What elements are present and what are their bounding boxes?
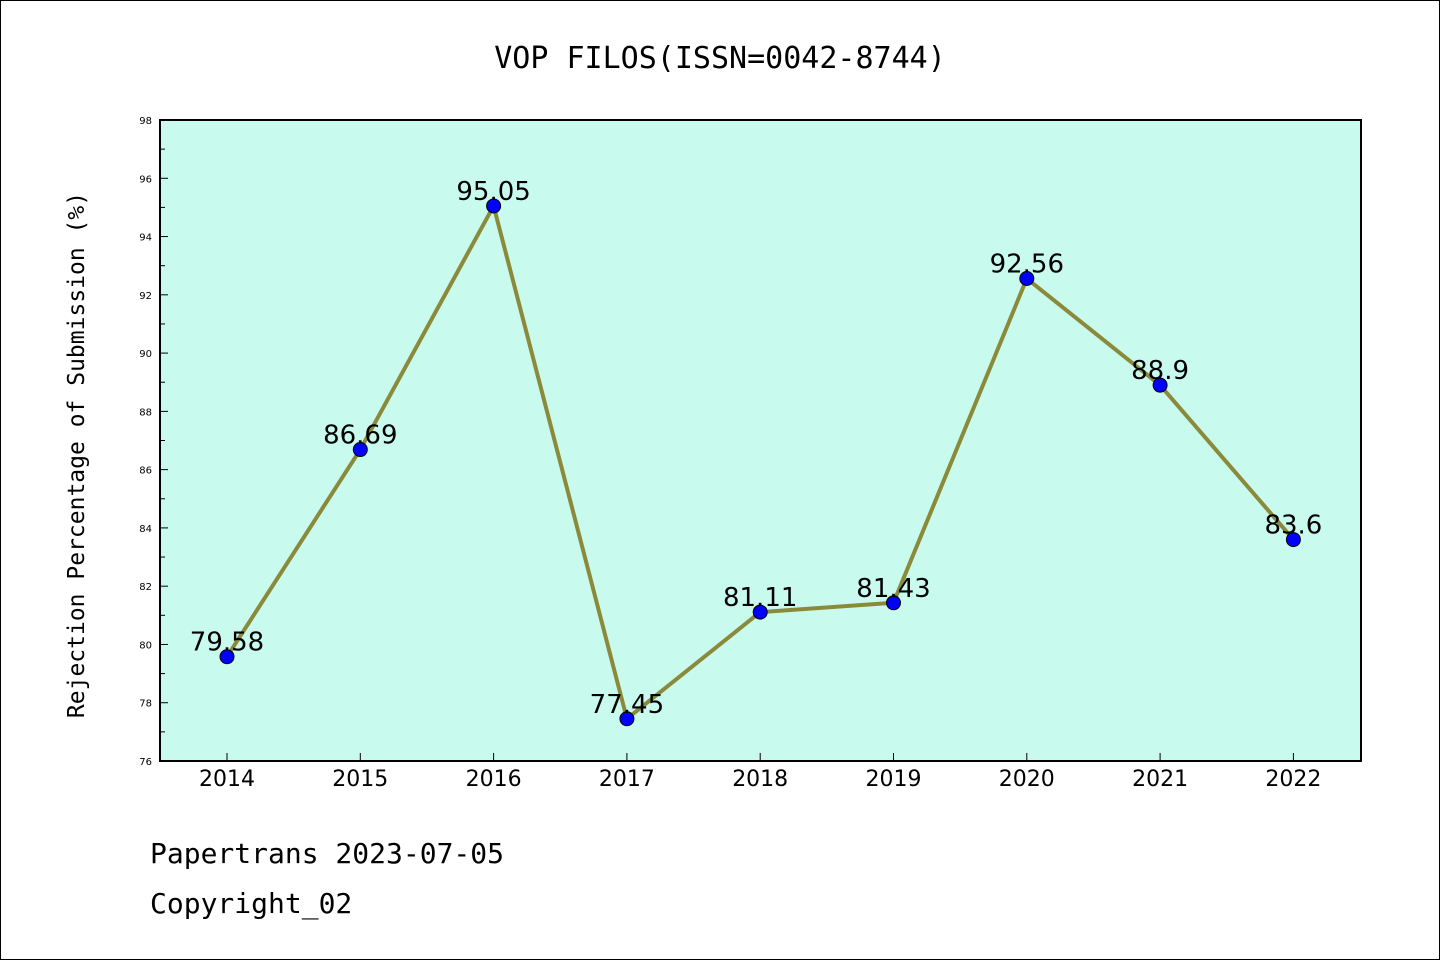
x-tick-label: 2017 — [599, 767, 655, 792]
y-tick-label: 78 — [139, 699, 152, 710]
data-labels-group: 79.58 86.69 95.05 77.45 81.11 81.43 92.56 88.9 8… — [190, 177, 1323, 720]
data-label: 88.9 — [1131, 356, 1189, 386]
data-point-marker — [1152, 377, 1168, 393]
data-label: 86.69 — [323, 421, 397, 451]
x-tick-label: 2018 — [732, 767, 788, 792]
y-tick-label: 90 — [139, 349, 152, 360]
data-point-marker — [619, 711, 635, 727]
data-label: 77.45 — [590, 690, 664, 720]
data-point-marker — [352, 442, 368, 458]
y-tick-label: 76 — [139, 757, 152, 768]
data-label: 81.11 — [723, 583, 797, 613]
data-label: 95.05 — [456, 177, 530, 207]
data-point-marker — [1019, 271, 1035, 287]
x-tick-label: 2020 — [999, 767, 1055, 792]
x-axis: 2014 2015 2016 2017 2018 2019 2020 2021 2022 — [199, 753, 1321, 792]
y-tick-label: 84 — [139, 524, 152, 535]
data-point-marker — [752, 604, 768, 620]
footer-copyright: Copyright_02 — [150, 887, 352, 921]
x-tick-label: 2014 — [199, 767, 255, 792]
x-tick-label: 2019 — [866, 767, 922, 792]
y-tick-label: 88 — [139, 407, 152, 418]
y-tick-label: 98 — [139, 116, 152, 127]
data-label: 81.43 — [856, 574, 930, 604]
data-point-marker — [1285, 532, 1301, 548]
y-tick-label: 92 — [139, 291, 152, 302]
y-tick-label: 80 — [139, 640, 152, 651]
x-tick-label: 2022 — [1265, 767, 1321, 792]
chart-title: VOP FILOS(ISSN=0042-8744) — [494, 41, 946, 76]
y-tick-label: 94 — [139, 233, 152, 244]
x-tick-label: 2015 — [332, 767, 388, 792]
data-point-marker — [219, 649, 235, 665]
data-point-marker — [886, 595, 901, 611]
plot-area — [159, 119, 1362, 762]
data-label: 92.56 — [990, 250, 1064, 280]
y-axis: 76 78 80 82 84 86 88 90 92 94 96 98 — [139, 116, 168, 768]
y-tick-label: 86 — [139, 466, 152, 477]
y-tick-label: 96 — [139, 174, 152, 185]
markers-group — [219, 198, 1301, 727]
data-label: 83.6 — [1264, 511, 1322, 541]
footer-date: Papertrans 2023-07-05 — [150, 837, 504, 870]
data-label: 79.58 — [190, 628, 264, 658]
y-tick-label: 82 — [139, 582, 152, 593]
data-point-marker — [486, 198, 502, 214]
y-axis-label: Rejection Percentage of Submission (%) — [64, 192, 90, 718]
x-tick-label: 2021 — [1132, 767, 1188, 792]
x-tick-label: 2016 — [466, 767, 522, 792]
